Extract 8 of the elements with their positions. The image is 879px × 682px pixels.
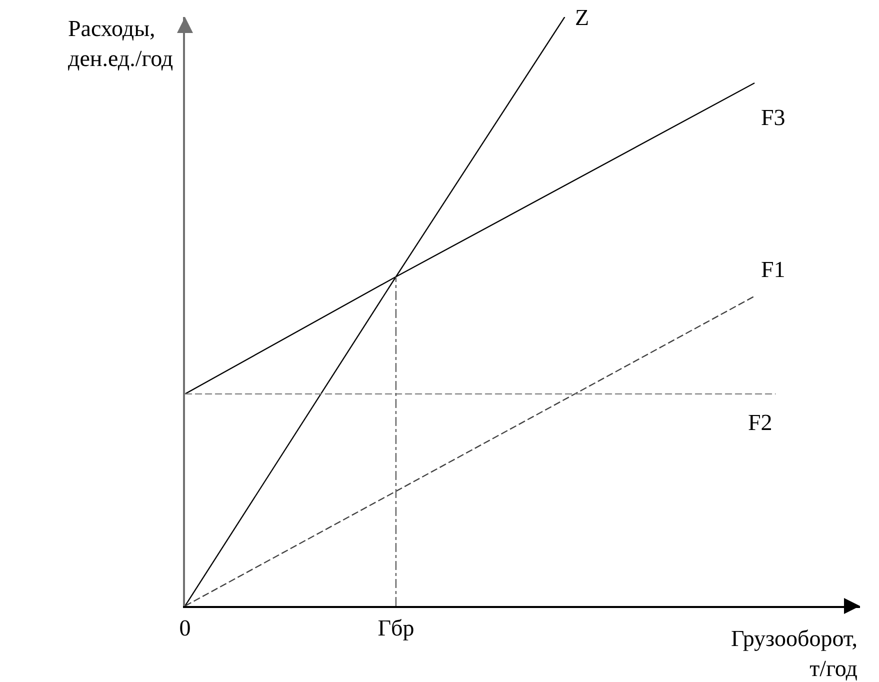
x-axis-title: Грузооборот, т/год [731,626,858,681]
series-label: F1 [761,257,786,282]
x-tick-label: 0 [179,616,191,641]
series-label: Z [575,5,590,30]
x-tick-label: Гбр [378,616,414,641]
y-axis-title: Расходы, ден.ед./год [68,16,174,71]
series-label: F2 [748,410,772,435]
series-label: F3 [761,105,786,130]
